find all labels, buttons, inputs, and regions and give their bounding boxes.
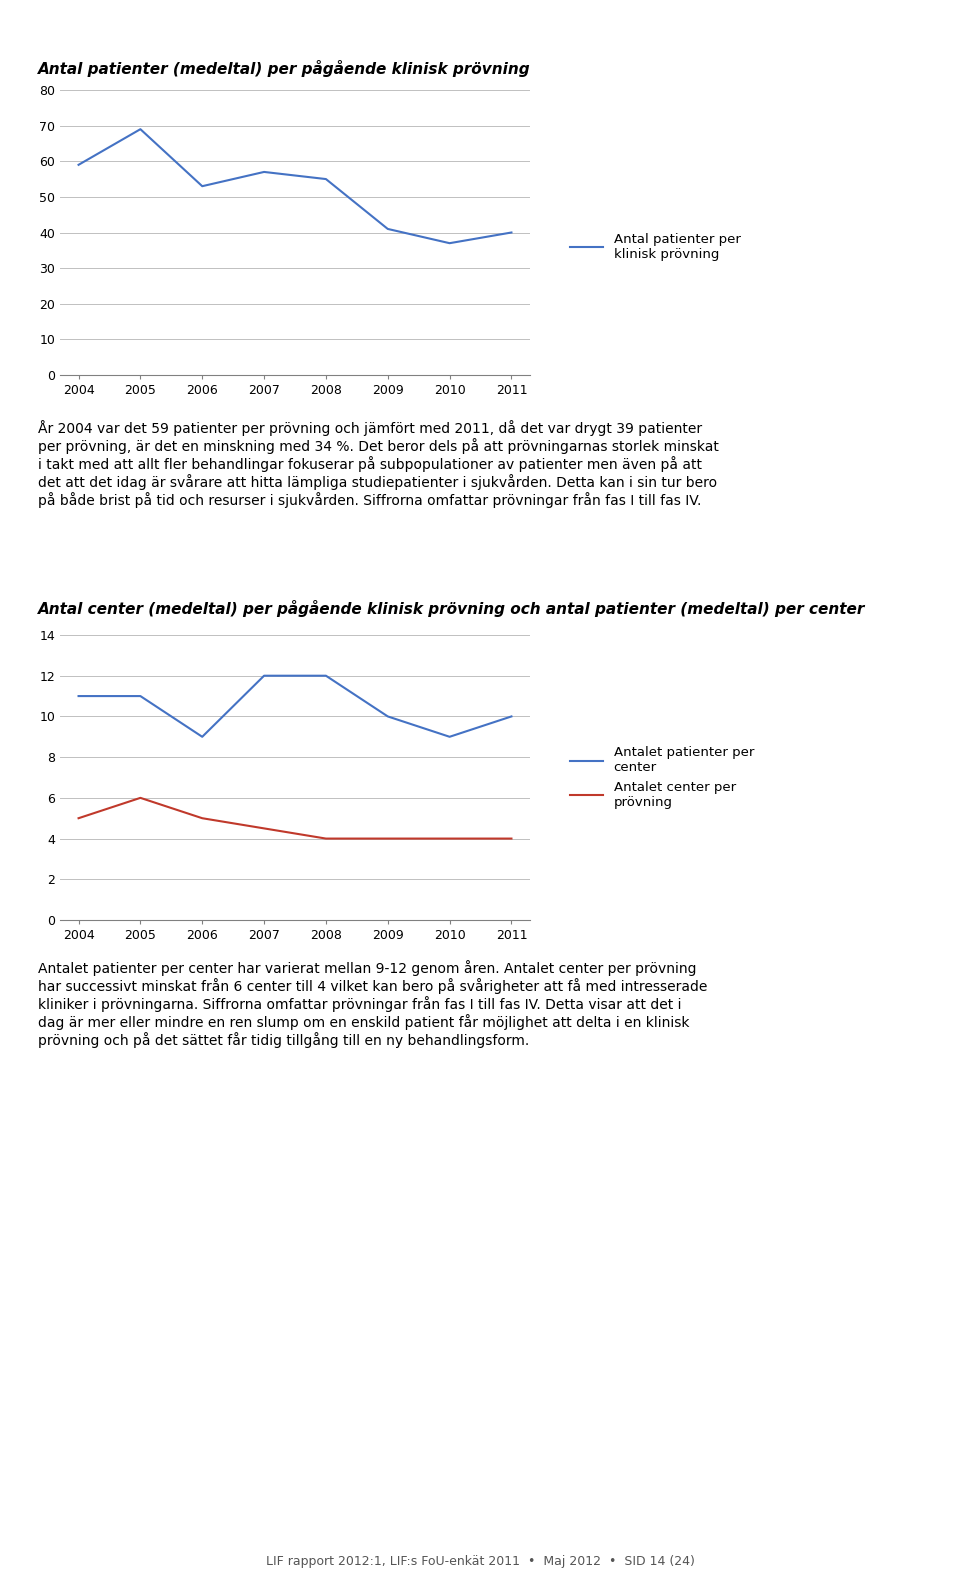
Text: dag är mer eller mindre en ren slump om en enskild patient får möjlighet att del: dag är mer eller mindre en ren slump om …: [38, 1015, 690, 1031]
Text: kliniker i prövningarna. Siffrorna omfattar prövningar från fas I till fas IV. D: kliniker i prövningarna. Siffrorna omfat…: [38, 996, 682, 1012]
Legend: Antalet patienter per
center, Antalet center per
prövning: Antalet patienter per center, Antalet ce…: [564, 742, 759, 815]
Text: prövning och på det sättet får tidig tillgång till en ny behandlingsform.: prövning och på det sättet får tidig til…: [38, 1032, 530, 1048]
Text: på både brist på tid och resurser i sjukvården. Siffrorna omfattar prövningar fr: på både brist på tid och resurser i sjuk…: [38, 492, 702, 508]
Text: i takt med att allt fler behandlingar fokuserar på subpopulationer av patienter : i takt med att allt fler behandlingar fo…: [38, 456, 703, 472]
Text: Antal center (medeltal) per pågående klinisk prövning och antal patienter (medel: Antal center (medeltal) per pågående kli…: [38, 600, 866, 618]
Text: År 2004 var det 59 patienter per prövning och jämfört med 2011, då det var drygt: År 2004 var det 59 patienter per prövnin…: [38, 419, 703, 437]
Legend: Antal patienter per
klinisk prövning: Antal patienter per klinisk prövning: [564, 227, 746, 267]
Text: det att det idag är svårare att hitta lämpliga studiepatienter i sjukvården. Det: det att det idag är svårare att hitta lä…: [38, 473, 717, 491]
Text: Antalet patienter per center har varierat mellan 9-12 genom åren. Antalet center: Antalet patienter per center har variera…: [38, 961, 697, 977]
Text: Antal patienter (medeltal) per pågående klinisk prövning: Antal patienter (medeltal) per pågående …: [38, 60, 531, 76]
Text: har successivt minskat från 6 center till 4 vilket kan bero på svårigheter att f: har successivt minskat från 6 center til…: [38, 978, 708, 994]
Text: per prövning, är det en minskning med 34 %. Det beror dels på att prövningarnas : per prövning, är det en minskning med 34…: [38, 438, 719, 454]
Text: LIF rapport 2012:1, LIF:s FoU-enkät 2011  •  Maj 2012  •  SID 14 (24): LIF rapport 2012:1, LIF:s FoU-enkät 2011…: [266, 1555, 694, 1567]
